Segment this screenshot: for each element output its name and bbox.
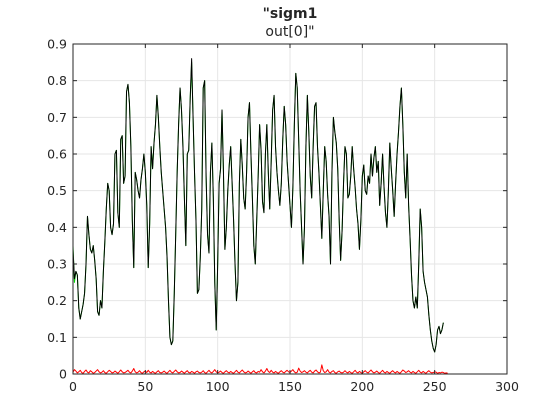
x-tick-label: 200 (350, 379, 374, 394)
y-tick-label: 0.7 (47, 110, 67, 125)
series-group (72, 58, 448, 374)
y-tick-label: 0.6 (47, 147, 67, 162)
x-tick-label: 150 (278, 379, 302, 394)
error-series-line (72, 364, 448, 374)
chart-title-line1: "sigm1 (263, 6, 318, 22)
output-series-line (72, 58, 444, 353)
y-tick-label: 0.2 (47, 293, 67, 308)
x-tick-label: 250 (423, 379, 447, 394)
x-tick-label: 100 (206, 379, 230, 394)
x-tick-label: 300 (495, 379, 519, 394)
y-tick-label: 0.8 (47, 73, 67, 88)
y-tick-label: 0.1 (47, 330, 67, 345)
x-tick-label: 50 (137, 379, 153, 394)
y-tick-label: 0.9 (47, 37, 67, 52)
chart-title-line2: out[0]" (265, 24, 314, 40)
y-tick-label: 0.5 (47, 183, 67, 198)
x-tick-label: 0 (69, 379, 77, 394)
tick-group: 0 50 100 150 200 250 300 0 0.1 0.2 0.3 0.4 0.5 0.6 0.7… (47, 37, 519, 395)
y-tick-label: 0.3 (47, 257, 67, 272)
y-tick-label: 0 (59, 367, 67, 382)
y-tick-label: 0.4 (47, 220, 67, 235)
